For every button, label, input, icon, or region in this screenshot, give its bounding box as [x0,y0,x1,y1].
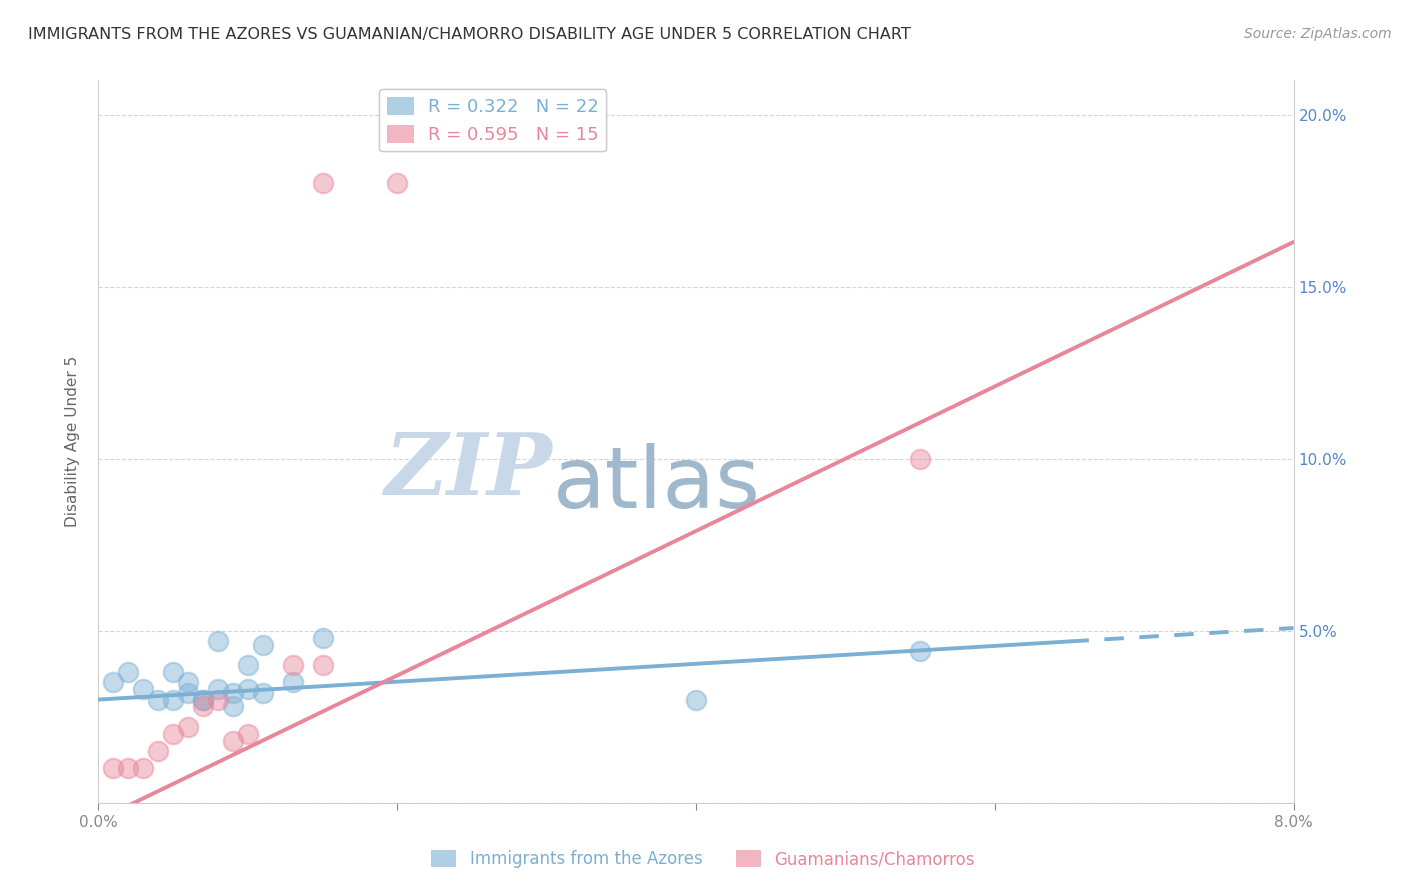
Point [222,686,245,700]
Point [162,727,184,741]
Point [177,686,200,700]
Point [236,658,259,673]
Point [207,634,229,648]
Legend: R = 0.322   N = 22, R = 0.595   N = 15: R = 0.322 N = 22, R = 0.595 N = 15 [380,89,606,152]
Text: IMMIGRANTS FROM THE AZORES VS GUAMANIAN/CHAMORRO DISABILITY AGE UNDER 5 CORRELAT: IMMIGRANTS FROM THE AZORES VS GUAMANIAN/… [28,27,911,42]
Point [177,720,200,734]
Point [281,658,304,673]
Point [191,692,214,706]
Point [191,692,214,706]
Point [207,692,229,706]
Point [103,675,125,690]
Point [132,682,155,697]
Point [177,675,200,690]
Legend: Immigrants from the Azores, Guamanians/Chamorros: Immigrants from the Azores, Guamanians/C… [425,843,981,875]
Point [207,682,229,697]
Text: atlas: atlas [553,443,761,526]
Point [162,665,184,679]
Y-axis label: Disability Age Under 5: Disability Age Under 5 [65,356,80,527]
Point [311,658,333,673]
Point [236,682,259,697]
Point [908,451,931,466]
Point [222,699,245,714]
Point [685,692,707,706]
Point [311,631,333,645]
Point [252,638,274,652]
Point [117,761,139,775]
Text: ZIP: ZIP [385,429,553,512]
Point [191,699,214,714]
Point [311,177,333,191]
Point [252,686,274,700]
Point [132,761,155,775]
Point [281,675,304,690]
Point [117,665,139,679]
Point [236,727,259,741]
Point [103,761,125,775]
Point [908,644,931,658]
Text: Source: ZipAtlas.com: Source: ZipAtlas.com [1244,27,1392,41]
Point [148,692,170,706]
Point [222,734,245,748]
Point [148,744,170,758]
Point [385,177,409,191]
Point [162,692,184,706]
